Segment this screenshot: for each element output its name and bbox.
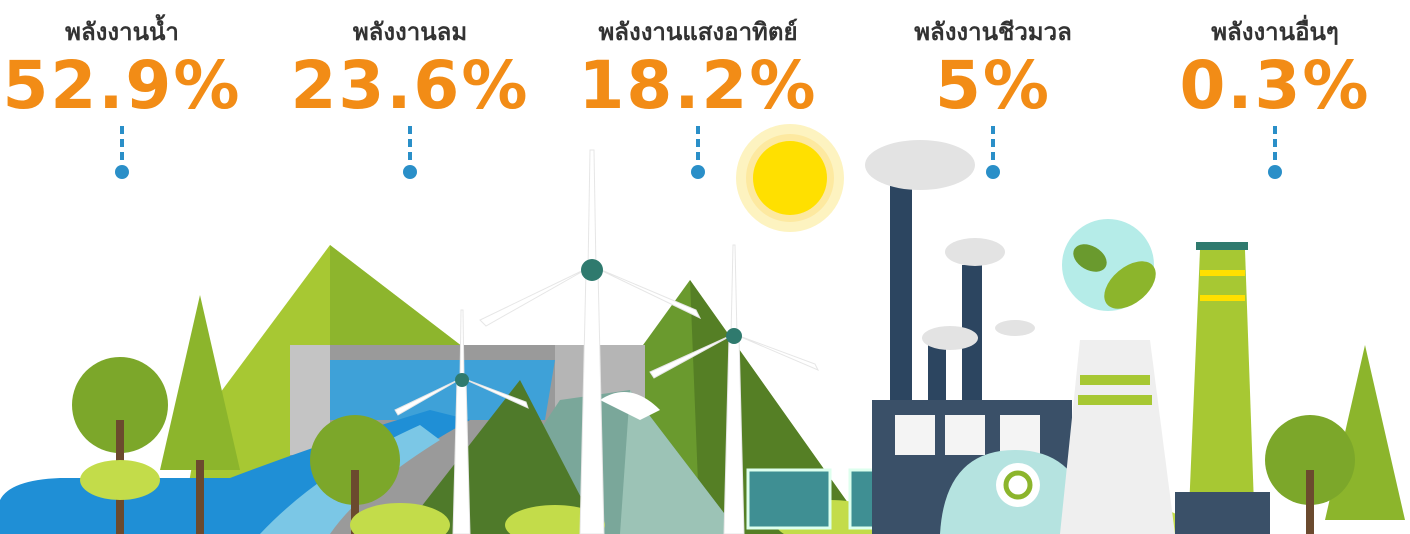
connector-dot [691, 165, 705, 179]
energy-percent: 0.3% [1179, 47, 1370, 124]
energy-item: พลังงานอื่นๆ0.3% [1179, 14, 1370, 179]
energy-percent: 23.6% [291, 47, 530, 124]
energy-label: พลังงานอื่นๆ [1211, 14, 1339, 46]
energy-label: พลังงานชีวมวล [914, 18, 1072, 46]
energy-percent: 18.2% [579, 47, 818, 124]
illustration [0, 124, 1405, 534]
connector-dot [986, 165, 1000, 179]
energy-item: พลังงานน้ำ52.9% [3, 13, 242, 179]
energy-label: พลังงานแสงอาทิตย์ [598, 18, 797, 46]
energy-percent: 52.9% [3, 47, 242, 124]
energy-label: พลังงานน้ำ [65, 13, 179, 46]
connector-dot [1268, 165, 1282, 179]
energy-label: พลังงานลม [353, 18, 467, 46]
energy-item: พลังงานแสงอาทิตย์18.2% [579, 18, 818, 179]
energy-percent: 5% [935, 47, 1051, 124]
connector-dot [115, 165, 129, 179]
connector-dot [403, 165, 417, 179]
